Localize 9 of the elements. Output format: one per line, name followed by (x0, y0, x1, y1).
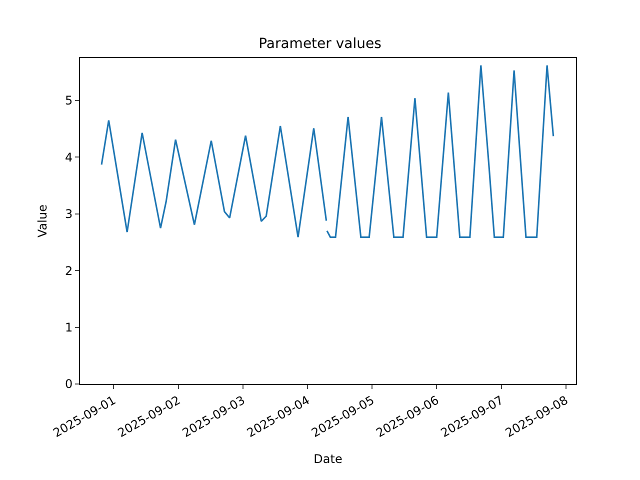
y-tick-label: 4 (64, 150, 73, 164)
y-axis-title: Value (35, 204, 50, 238)
x-axis-title: Date (314, 452, 342, 466)
chart-title: Parameter values (258, 36, 382, 52)
y-tick-label: 5 (64, 94, 73, 108)
y-tick-label: 0 (64, 377, 73, 392)
y-tick-label: 3 (64, 207, 73, 222)
y-tick-label: 2 (64, 264, 73, 278)
y-tick-label: 1 (64, 320, 73, 334)
